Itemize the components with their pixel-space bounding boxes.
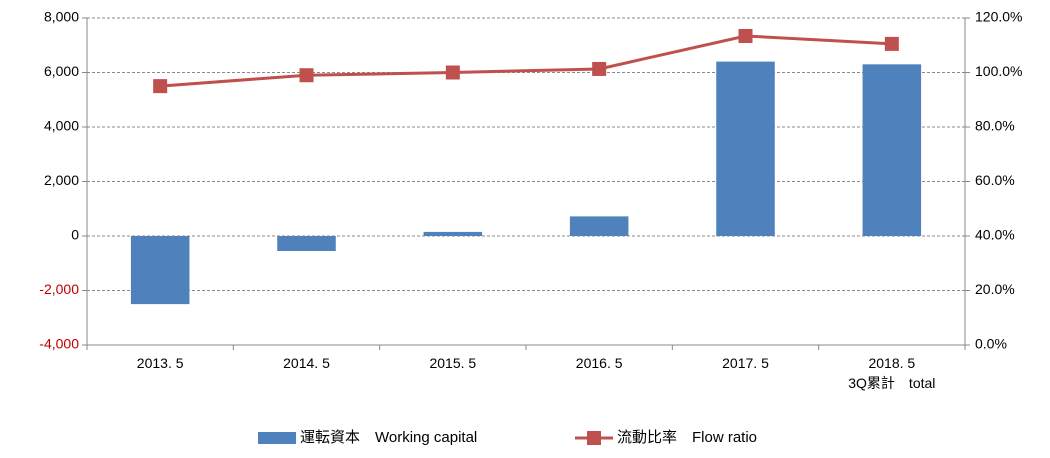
y2-tick-label: 0.0% — [975, 336, 1007, 352]
y-tick-label: 0 — [71, 227, 79, 243]
x-tick-label: 2018. 5 3Q累計 total — [848, 355, 936, 391]
y-tick-label: -4,000 — [39, 336, 79, 352]
line-marker — [153, 79, 168, 94]
y2-tick-label: 20.0% — [975, 281, 1015, 297]
legend-label: 運転資本 Working capital — [300, 429, 477, 446]
y2-tick-label: 60.0% — [975, 172, 1015, 188]
legend-swatch — [258, 432, 296, 444]
legend-marker — [587, 431, 601, 445]
y2-tick-label: 40.0% — [975, 227, 1015, 243]
line-marker — [738, 28, 753, 43]
y-tick-label: 4,000 — [44, 118, 79, 134]
y-tick-label: 2,000 — [44, 172, 79, 188]
x-tick-label: 2016. 5 — [575, 355, 623, 371]
x-tick-label: 2015. 5 — [429, 355, 477, 371]
y-tick-label: -2,000 — [39, 281, 79, 297]
line-marker — [884, 36, 899, 51]
y2-tick-label: 80.0% — [975, 118, 1015, 134]
bar — [716, 61, 775, 236]
bar — [277, 236, 336, 251]
x-tick-label: 2017. 5 — [722, 355, 769, 371]
y-tick-label: 6,000 — [44, 63, 79, 79]
bar — [862, 64, 922, 236]
bar — [423, 231, 483, 236]
y2-tick-label: 120.0% — [975, 9, 1022, 25]
bar — [130, 236, 190, 305]
legend-label: 流動比率 Flow ratio — [617, 429, 757, 446]
bar — [569, 216, 629, 236]
y2-tick-label: 100.0% — [975, 63, 1022, 79]
line-marker — [445, 65, 460, 80]
line-marker — [592, 61, 607, 76]
line-marker — [299, 68, 314, 83]
line — [160, 34, 892, 88]
y-tick-label: 8,000 — [44, 9, 79, 25]
x-tick-label: 2013. 5 — [136, 355, 184, 371]
x-tick-label: 2014. 5 — [283, 355, 330, 371]
